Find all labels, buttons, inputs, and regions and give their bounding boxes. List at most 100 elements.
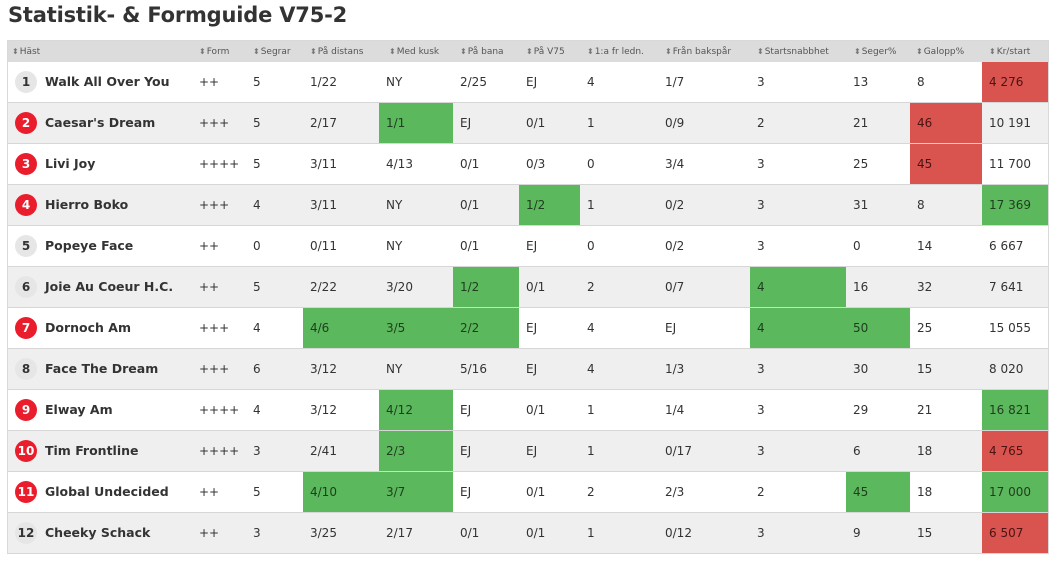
horse-name[interactable]: Tim Frontline: [45, 443, 139, 458]
cell-på-v75: EJ: [526, 75, 538, 89]
horse-name[interactable]: Cheeky Schack: [45, 525, 151, 540]
cell-från-bakspår: 1/7: [665, 75, 685, 89]
cell-med-kusk: 3/20: [386, 280, 413, 294]
cell-segrar: 5: [253, 485, 261, 499]
table-row[interactable]: 9 Elway Am ++++ 4 3/12 4/12 EJ 0/1 1 1/4 3 29 21 16 8…: [8, 390, 1048, 431]
column-header-6[interactable]: ⬍På V75: [526, 41, 565, 62]
cell-startsnabbhet: 3: [757, 362, 765, 376]
horse-name[interactable]: Caesar's Dream: [45, 115, 156, 130]
cell-1-a-fr-ledn-: 4: [587, 362, 595, 376]
horse-name[interactable]: Joie Au Coeur H.C.: [45, 279, 174, 294]
sort-icon: ⬍: [916, 47, 923, 56]
cell-form: ++++: [199, 157, 240, 171]
cell-seger%: 13: [853, 75, 869, 89]
column-header-1[interactable]: ⬍Form: [199, 41, 229, 62]
cell-1-a-fr-ledn-: 1: [587, 444, 595, 458]
column-header-7[interactable]: ⬍1:a fr ledn.: [587, 41, 644, 62]
cell-segrar: 5: [253, 157, 261, 171]
table-row[interactable]: 3 Livi Joy ++++ 5 3/11 4/13 0/1 0/3 0 3/4 3 25 45 11 …: [8, 144, 1048, 185]
sort-icon: ⬍: [310, 47, 317, 56]
cell-form: +++: [199, 362, 230, 376]
cell-1-a-fr-ledn-: 4: [587, 321, 595, 335]
table-row[interactable]: 10 Tim Frontline ++++ 3 2/41 2/3 EJ EJ 1 0/17 3 6 18…: [8, 431, 1048, 472]
cell-med-kusk: 4/13: [386, 157, 413, 171]
cell-startsnabbhet: 3: [757, 403, 765, 417]
horse-name[interactable]: Hierro Boko: [45, 197, 129, 212]
sort-icon: ⬍: [854, 47, 861, 56]
cell-form: +++: [199, 198, 230, 212]
horse-name[interactable]: Global Undecided: [45, 484, 169, 499]
table-row[interactable]: 5 Popeye Face ++ 0 0/11 NY 0/1 EJ 0 0/2 3 0 14 6 667: [8, 226, 1048, 267]
horse-name[interactable]: Livi Joy: [45, 156, 96, 171]
horse-name[interactable]: Elway Am: [45, 402, 113, 417]
cell-seger%: 30: [853, 362, 869, 376]
stats-table: ⬍Häst ⬍Form ⬍Segrar ⬍På distans ⬍Med kusk ⬍På…: [7, 40, 1049, 554]
table-row[interactable]: 12 Cheeky Schack ++ 3 3/25 2/17 0/1 0/1 1 0/12 3 9 1…: [8, 513, 1048, 554]
cell-på-distans: 3/25: [310, 526, 337, 540]
cell-med-kusk: NY: [386, 198, 403, 212]
column-header-11[interactable]: ⬍Galopp%: [916, 41, 964, 62]
column-header-label: På V75: [533, 47, 565, 57]
column-header-4[interactable]: ⬍Med kusk: [389, 41, 439, 62]
cell-galopp%: 25: [917, 321, 933, 335]
cell-från-bakspår: 0/2: [665, 198, 685, 212]
cell-kr-start: 7 641: [989, 280, 1024, 294]
cell-kr-start: 4 765: [982, 431, 1048, 471]
cell-på-bana: 2/2: [453, 308, 519, 348]
column-header-3[interactable]: ⬍På distans: [310, 41, 363, 62]
cell-galopp%: 18: [917, 485, 933, 499]
cell-startsnabbhet: 4: [750, 267, 846, 307]
cell-startsnabbhet: 3: [757, 157, 765, 171]
column-header-label: Med kusk: [396, 47, 440, 57]
horse-name[interactable]: Face The Dream: [45, 361, 159, 376]
cell-på-distans: 2/17: [310, 116, 337, 130]
column-header-label: På distans: [317, 47, 364, 57]
table-row[interactable]: 1 Walk All Over You ++ 5 1/22 NY 2/25 EJ 4 1/7 3 13…: [8, 62, 1048, 103]
cell-seger%: 29: [853, 403, 869, 417]
cell-segrar: 4: [253, 198, 261, 212]
column-header-9[interactable]: ⬍Startsnabbhet: [757, 41, 829, 62]
page-title: Statistik- & Formguide V75-2: [8, 3, 348, 27]
cell-med-kusk: NY: [386, 362, 403, 376]
start-number-badge: 2: [15, 112, 37, 134]
cell-startsnabbhet: 3: [757, 198, 765, 212]
column-header-label: Startsnabbhet: [764, 47, 829, 57]
horse-name[interactable]: Dornoch Am: [45, 320, 131, 335]
horse-name[interactable]: Popeye Face: [45, 238, 134, 253]
cell-galopp%: 15: [917, 362, 933, 376]
cell-form: ++++: [199, 403, 240, 417]
cell-seger%: 9: [853, 526, 861, 540]
table-row[interactable]: 7 Dornoch Am +++ 4 4/6 3/5 2/2 EJ 4 EJ 4 50 25 15 055: [8, 308, 1048, 349]
column-header-2[interactable]: ⬍Segrar: [253, 41, 291, 62]
horse-name[interactable]: Walk All Over You: [45, 74, 170, 89]
cell-kr-start: 15 055: [989, 321, 1031, 335]
cell-kr-start: 11 700: [989, 157, 1031, 171]
column-header-12[interactable]: ⬍Kr/start: [989, 41, 1030, 62]
cell-på-distans: 3/11: [310, 198, 337, 212]
sort-icon: ⬍: [460, 47, 467, 56]
column-header-5[interactable]: ⬍På bana: [460, 41, 504, 62]
cell-galopp%: 15: [917, 526, 933, 540]
cell-form: ++++: [199, 444, 240, 458]
cell-startsnabbhet: 3: [757, 75, 765, 89]
sort-icon: ⬍: [526, 47, 533, 56]
cell-med-kusk: 4/12: [379, 390, 453, 430]
cell-kr-start: 8 020: [989, 362, 1024, 376]
cell-på-bana: 0/1: [460, 157, 480, 171]
table-row[interactable]: 4 Hierro Boko +++ 4 3/11 NY 0/1 1/2 1 0/2 3 31 8 17 3…: [8, 185, 1048, 226]
table-row[interactable]: 11 Global Undecided ++ 5 4/10 3/7 EJ 0/1 2 2/3 2 45…: [8, 472, 1048, 513]
column-header-8[interactable]: ⬍Från bakspår: [665, 41, 731, 62]
start-number-badge: 6: [15, 276, 37, 298]
column-header-10[interactable]: ⬍Seger%: [854, 41, 896, 62]
cell-startsnabbhet: 3: [757, 526, 765, 540]
sort-icon: ⬍: [665, 47, 672, 56]
cell-på-bana: 5/16: [460, 362, 487, 376]
table-row[interactable]: 2 Caesar's Dream +++ 5 2/17 1/1 EJ 0/1 1 0/9 2 21 46…: [8, 103, 1048, 144]
table-row[interactable]: 8 Face The Dream +++ 6 3/12 NY 5/16 EJ 4 1/3 3 30 15…: [8, 349, 1048, 390]
cell-kr-start: 4 276: [982, 62, 1048, 102]
cell-på-v75: EJ: [526, 362, 538, 376]
cell-form: +++: [199, 321, 230, 335]
column-header-0[interactable]: ⬍Häst: [12, 41, 40, 62]
table-row[interactable]: 6 Joie Au Coeur H.C. ++ 5 2/22 3/20 1/2 0/1 2 0/7…: [8, 267, 1048, 308]
cell-med-kusk: NY: [386, 239, 403, 253]
